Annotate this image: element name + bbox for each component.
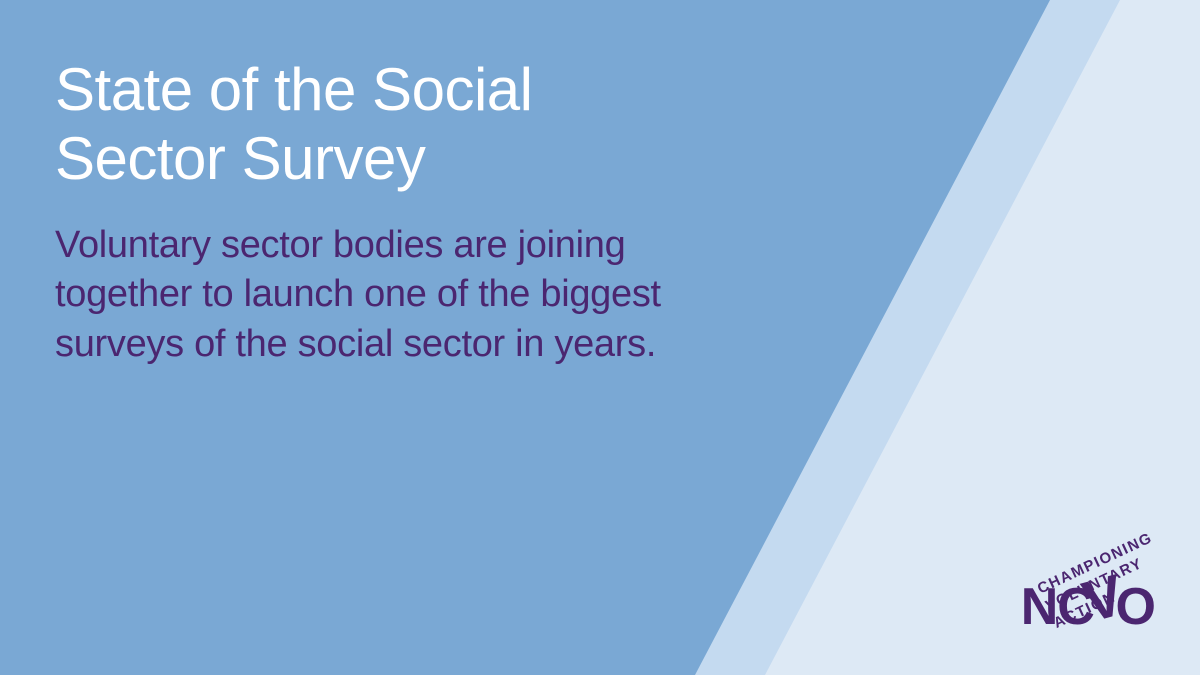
logo-text: NCVO bbox=[1021, 573, 1155, 640]
subtitle-text: Voluntary sector bodies are joining toge… bbox=[55, 221, 675, 369]
ncvo-logo: NCVO bbox=[1021, 573, 1155, 640]
main-title: State of the Social Sector Survey bbox=[55, 55, 675, 193]
content-block: State of the Social Sector Survey Volunt… bbox=[55, 55, 675, 369]
